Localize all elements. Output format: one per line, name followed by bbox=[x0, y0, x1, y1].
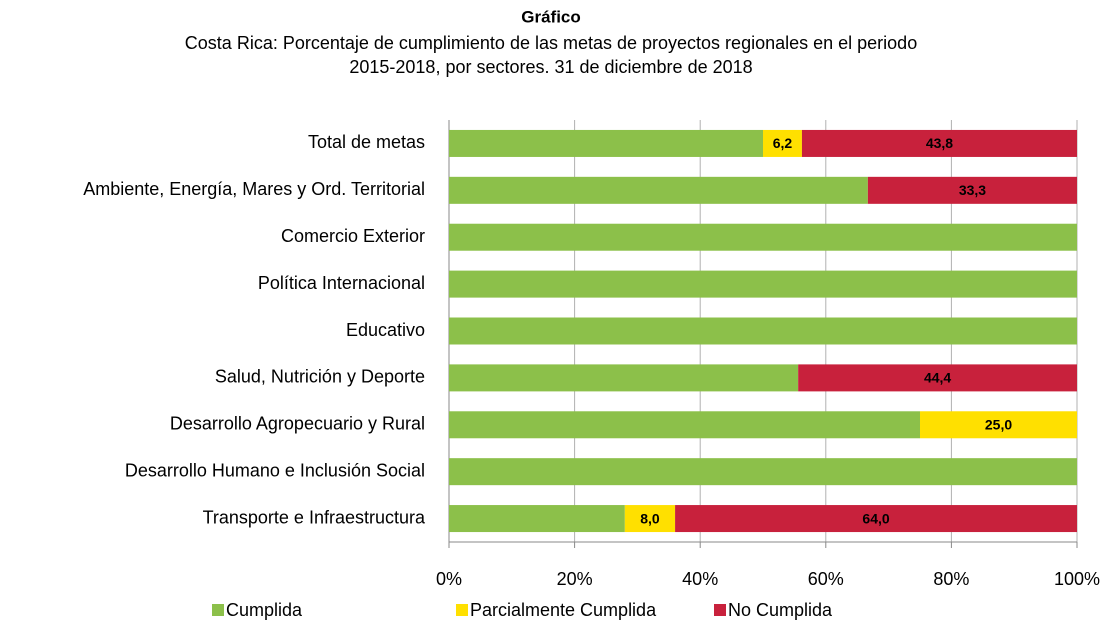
y-tick-label: Ambiente, Energía, Mares y Ord. Territor… bbox=[83, 179, 425, 199]
y-tick-label: Salud, Nutrición y Deporte bbox=[215, 367, 425, 387]
data-label: 64,0 bbox=[862, 510, 889, 526]
data-label: 25,0 bbox=[985, 416, 1012, 432]
bar-segment bbox=[624, 505, 676, 533]
bar-segment bbox=[920, 411, 1077, 439]
legend-swatch bbox=[212, 604, 224, 616]
data-label: 6,2 bbox=[773, 135, 793, 151]
legend-swatch bbox=[456, 604, 468, 616]
y-tick-label: Desarrollo Humano e Inclusión Social bbox=[125, 460, 425, 480]
bar-segment bbox=[449, 270, 1077, 298]
y-tick-label: Transporte e Infraestructura bbox=[203, 507, 426, 527]
legend-label: No Cumplida bbox=[728, 600, 833, 620]
legend-label: Parcialmente Cumplida bbox=[470, 600, 657, 620]
legend-label: Cumplida bbox=[226, 600, 303, 620]
x-tick-label: 100% bbox=[1054, 569, 1100, 589]
bar-segment bbox=[763, 129, 802, 157]
x-tick-label: 80% bbox=[933, 569, 969, 589]
bar-segment bbox=[449, 317, 1077, 345]
data-label: 8,0 bbox=[640, 510, 660, 526]
data-label: 44,4 bbox=[924, 370, 951, 386]
y-tick-label: Educativo bbox=[346, 320, 425, 340]
y-tick-label: Política Internacional bbox=[258, 273, 425, 293]
chart-subtitle: Costa Rica: Porcentaje de cumplimiento d… bbox=[185, 33, 917, 53]
bar-segment bbox=[449, 176, 868, 204]
data-label: 33,3 bbox=[959, 182, 986, 198]
bar-segment bbox=[449, 411, 920, 439]
bar-segment bbox=[449, 458, 1077, 486]
bar-segment bbox=[449, 223, 1077, 251]
x-tick-label: 40% bbox=[682, 569, 718, 589]
chart-subtitle: 2015-2018, por sectores. 31 de diciembre… bbox=[349, 57, 752, 77]
bar-segment bbox=[449, 364, 799, 392]
x-tick-label: 20% bbox=[557, 569, 593, 589]
x-tick-label: 0% bbox=[436, 569, 462, 589]
bar-segment bbox=[675, 505, 1077, 533]
bar-segment bbox=[449, 505, 625, 533]
y-tick-label: Total de metas bbox=[308, 132, 425, 152]
bar-segment bbox=[867, 176, 1077, 204]
chart-title: Gráfico bbox=[521, 7, 581, 26]
y-tick-label: Desarrollo Agropecuario y Rural bbox=[170, 414, 425, 434]
legend-swatch bbox=[714, 604, 726, 616]
y-tick-label: Comercio Exterior bbox=[281, 226, 425, 246]
bar-segment bbox=[801, 129, 1077, 157]
bar-segment bbox=[449, 129, 763, 157]
bar-segment bbox=[798, 364, 1077, 392]
x-tick-label: 60% bbox=[808, 569, 844, 589]
data-label: 43,8 bbox=[926, 135, 953, 151]
